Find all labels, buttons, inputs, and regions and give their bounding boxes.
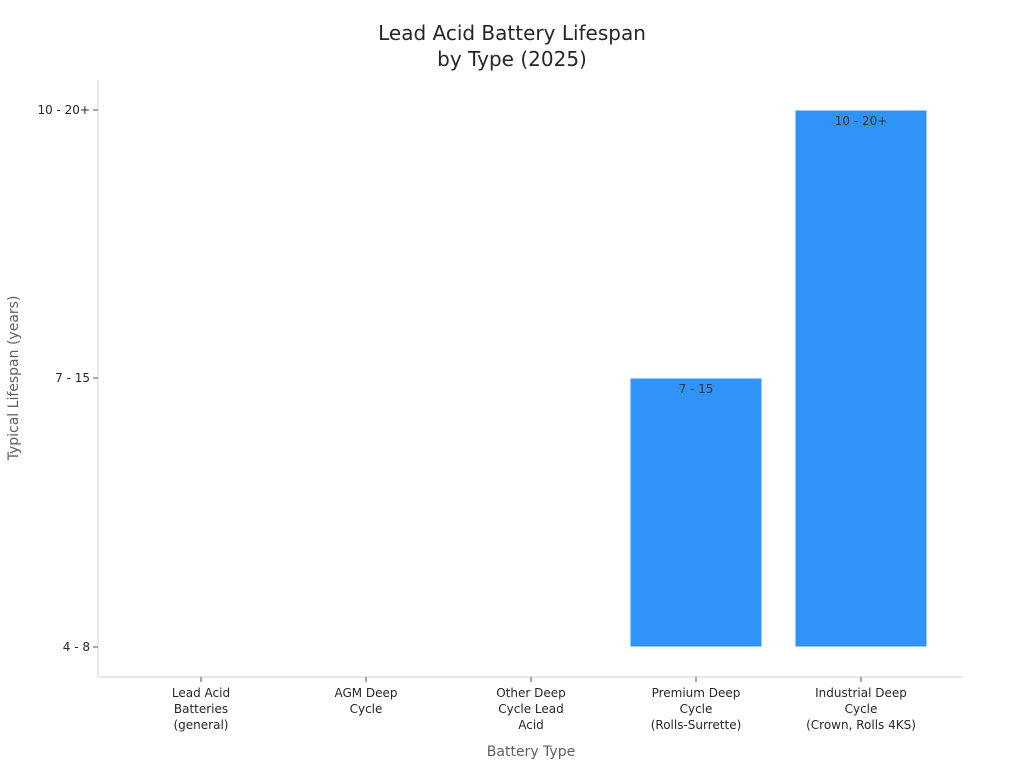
bar-value-label: 7 - 15 (679, 382, 714, 396)
y-tick-label: 10 - 20+ (37, 103, 90, 117)
y-ticks-layer: 4 - 8 7 - 15 10 - 20+ (37, 103, 98, 654)
x-tick-label-line: Other Deep (496, 686, 566, 700)
x-axis-title: Battery Type (487, 744, 575, 760)
chart-title-line-1: Lead Acid Battery Lifespan (378, 21, 646, 45)
x-tick-label-line: Cycle (845, 702, 878, 716)
x-tick-label: AGM Deep Cycle (334, 686, 397, 716)
bar-value-label: 10 - 20+ (835, 114, 888, 128)
x-tick-label-line: Batteries (174, 702, 228, 716)
x-tick-label-line: Lead Acid (172, 686, 230, 700)
x-tick-label-line: Acid (518, 718, 544, 732)
bars-layer: 7 - 15 10 - 20+ (629, 109, 928, 648)
x-tick-label-line: (Rolls-Surrette) (651, 718, 742, 732)
x-tick-label-line: Cycle (350, 702, 383, 716)
x-tick-label-line: (general) (174, 718, 229, 732)
x-tick-label: Premium Deep Cycle (Rolls-Surrette) (651, 686, 742, 732)
x-tick-label-line: Industrial Deep (815, 686, 907, 700)
y-tick-label: 7 - 15 (55, 371, 90, 385)
x-tick-label: Other Deep Cycle Lead Acid (496, 686, 566, 732)
x-tick-label-line: AGM Deep (334, 686, 397, 700)
bar (794, 109, 928, 648)
x-ticks-layer: Lead Acid Batteries (general) AGM Deep Cycle… (172, 677, 916, 732)
x-tick-label-line: Cycle (680, 702, 713, 716)
x-tick-label: Industrial Deep Cycle (Crown, Rolls 4KS) (806, 686, 916, 732)
x-tick-label: Lead Acid Batteries (general) (172, 686, 230, 732)
x-tick-label-line: (Crown, Rolls 4KS) (806, 718, 916, 732)
x-tick-label-line: Cycle Lead (498, 702, 563, 716)
bar (629, 377, 763, 648)
chart-title-line-2: by Type (2025) (437, 47, 587, 71)
x-tick-label-line: Premium Deep (652, 686, 741, 700)
y-axis-title: Typical Lifespan (years) (6, 296, 22, 462)
y-tick-label: 4 - 8 (63, 640, 90, 654)
